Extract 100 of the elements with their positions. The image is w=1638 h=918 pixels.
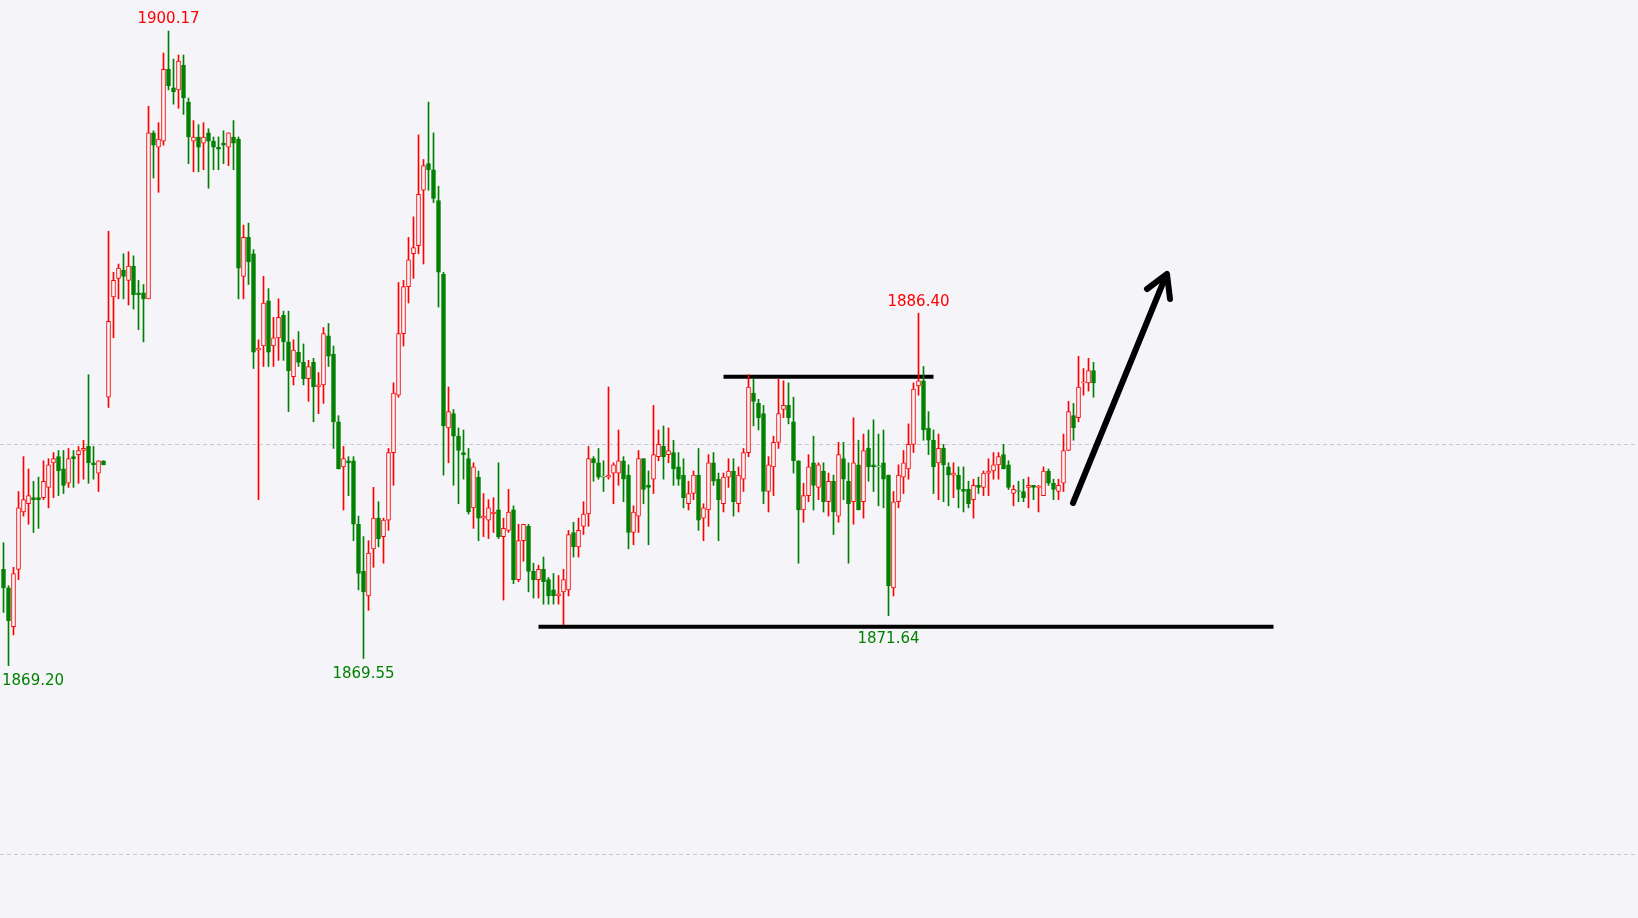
candlestick [711,452,716,486]
candlestick [261,275,266,367]
candlestick [1081,368,1086,396]
candlestick [981,470,986,496]
candlestick [496,462,501,539]
candlestick [541,556,546,605]
candlestick [921,366,926,441]
candlestick [1091,362,1096,398]
candlestick [931,429,936,494]
candlestick [396,282,401,398]
candlestick [301,343,306,386]
candlestick [401,280,406,347]
candlestick [656,429,661,462]
candlestick [601,460,606,492]
candlestick [466,448,471,515]
candlestick [231,120,236,171]
annotation: 1871.64 [857,629,920,648]
candlestick [211,136,216,171]
candlestick [147,105,150,300]
candlestick [36,476,41,529]
candlestick [436,185,441,308]
candlestick [661,425,666,480]
candlestick [881,429,886,509]
candlestick [161,52,166,146]
candlestick [1066,400,1071,451]
candlestick [636,450,641,533]
candlestick [391,382,396,486]
candlestick [516,523,521,582]
candlestick [861,433,866,519]
candlestick [616,429,621,486]
candlestick [741,448,746,492]
candlestick [851,417,856,525]
candlestick [376,501,381,548]
candlestick [691,470,696,501]
candlestick [1061,433,1066,492]
candlestick [666,427,671,464]
candlestick [581,501,586,535]
candlestick [121,253,126,300]
candlestick [926,411,931,455]
candlestick [171,58,176,105]
candlestick [381,517,386,564]
candlestick [1086,357,1091,392]
candlestick [76,446,81,484]
candlestick [371,487,376,568]
candlestick [596,448,601,480]
candlestick [841,441,846,501]
candlestick [566,530,571,597]
candlestick [271,316,276,367]
candlestick [991,452,996,480]
candlestick [221,130,226,164]
candlestick [6,585,11,666]
annotation: 1886.40 [887,291,950,310]
candlestick [241,224,246,300]
candlestick [611,462,616,505]
candlestick [726,458,731,488]
candlestick [811,435,816,511]
candlestick [1011,485,1016,507]
candlestick [866,429,871,482]
candlestick [351,456,356,541]
candlestick [236,136,241,300]
candlestick [586,446,591,527]
candlestick [966,480,971,509]
candlestick [1021,478,1026,503]
candlestick [16,491,21,580]
candlestick [196,124,201,173]
candlestick [136,280,141,330]
candlestick [96,460,101,492]
candlestick [551,573,556,605]
candlestick [46,458,51,509]
candlestick [416,134,421,255]
candlestick [821,462,826,513]
candlestick [286,310,291,412]
candlestick [186,97,191,164]
candlestick [226,132,231,166]
candlestick [826,472,831,517]
candlestick [141,284,146,343]
candlestick [431,132,436,203]
candlestick [721,472,726,513]
candlestick [1001,444,1006,470]
candlestick [61,450,66,494]
candlestick [341,446,346,511]
candlestick [626,464,631,550]
candlestick [576,517,581,558]
candlestick [526,523,531,593]
candlestick [451,409,456,486]
candlestick [786,382,791,425]
candlestick [916,312,921,396]
candlestick [126,251,131,306]
candlestick [1046,468,1051,486]
candlestick [941,444,946,503]
candlestick [511,505,516,585]
candlestick [856,439,861,511]
candlestick [1041,466,1046,496]
candlestick [206,128,211,189]
candlestick [831,474,836,535]
candlestick [791,396,796,474]
candlestick [281,310,286,361]
candlestick [361,536,366,659]
candlestick [456,427,461,505]
candlestick [406,237,411,304]
